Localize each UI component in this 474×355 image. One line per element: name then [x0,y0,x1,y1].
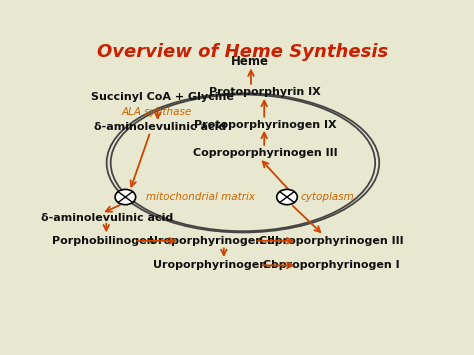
Text: Overview of Heme Synthesis: Overview of Heme Synthesis [97,43,389,61]
Circle shape [115,189,136,205]
Text: mitochondrial matrix: mitochondrial matrix [146,192,255,202]
Text: Coproporphyrinogen I: Coproporphyrinogen I [263,260,400,271]
Text: cytoplasm: cytoplasm [301,192,354,202]
Circle shape [277,189,297,205]
Text: Uroporphyrinogen III: Uroporphyrinogen III [148,236,279,246]
Text: Coproporphyrinogen III: Coproporphyrinogen III [192,148,337,158]
Text: Succinyl CoA + Glycine: Succinyl CoA + Glycine [91,92,234,102]
Text: Porphobilinogen: Porphobilinogen [52,236,155,246]
Text: Coproporphyrinogen III: Coproporphyrinogen III [259,236,403,246]
Text: δ-aminolevulinic acid: δ-aminolevulinic acid [41,213,173,223]
Text: δ-aminolevulinic acid: δ-aminolevulinic acid [94,122,227,132]
Text: Protoporphyrinogen IX: Protoporphyrinogen IX [194,120,336,130]
Text: Protoporphyrin IX: Protoporphyrin IX [209,87,321,97]
Text: ALA synthase: ALA synthase [121,107,191,117]
Text: Uroporphyrinogen I: Uroporphyrinogen I [153,260,274,271]
Text: Heme: Heme [231,55,269,68]
